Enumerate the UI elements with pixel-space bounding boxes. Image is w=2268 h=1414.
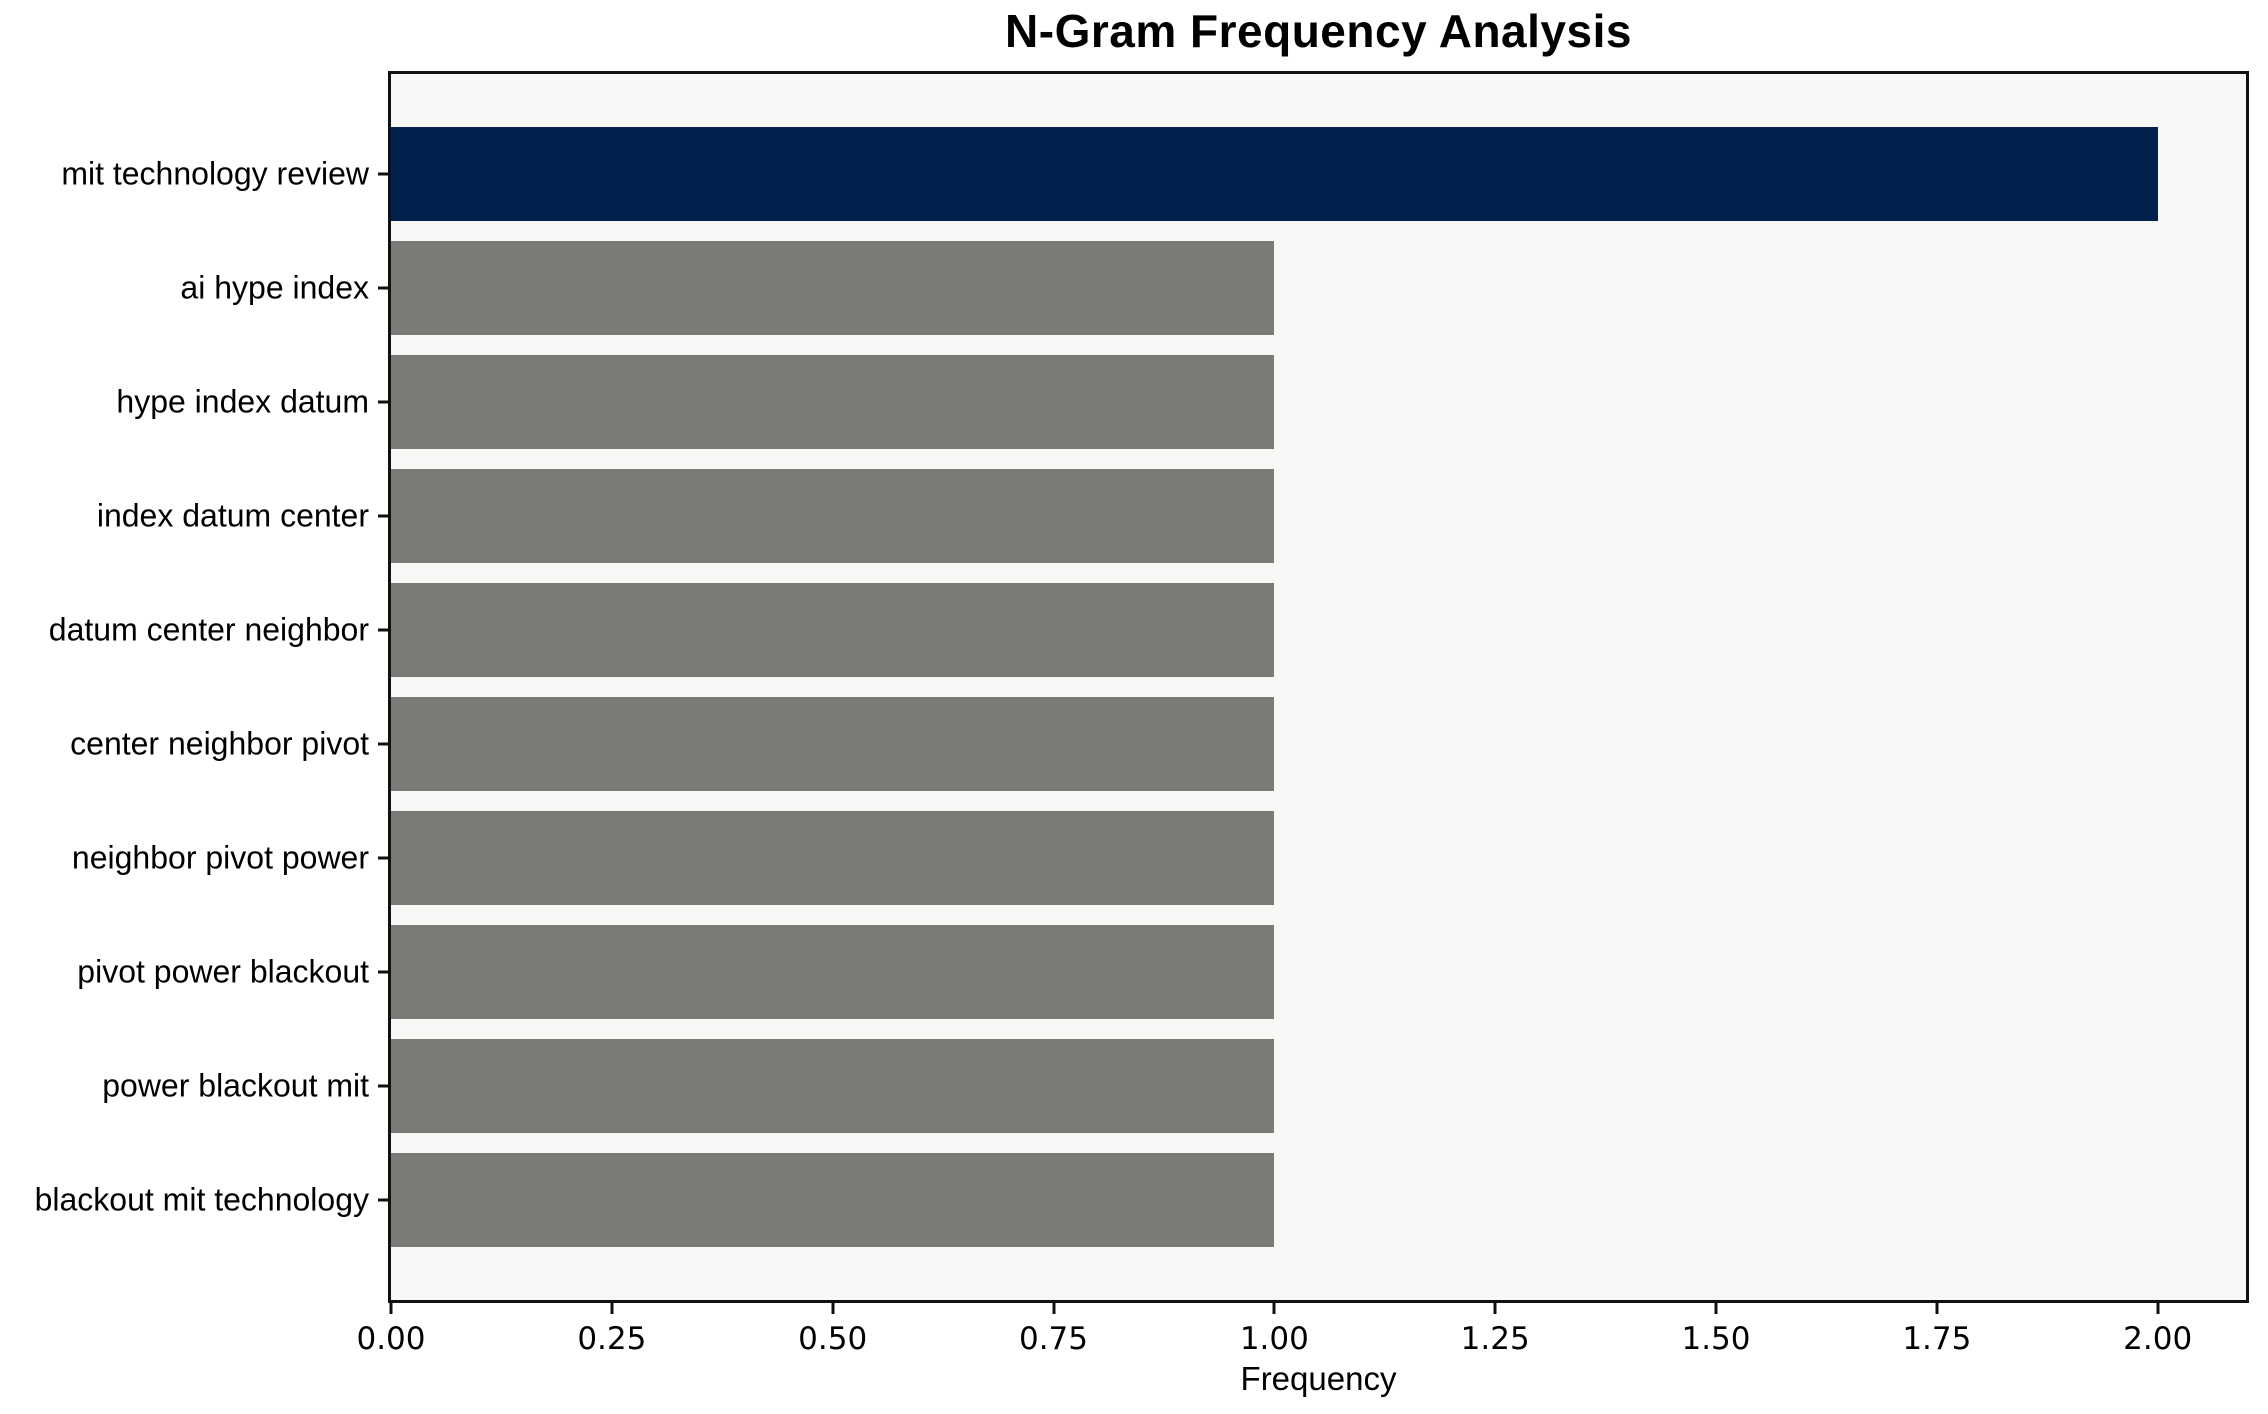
category-label: pivot power blackout — [77, 953, 369, 990]
x-tick-label: 0.50 — [798, 1321, 868, 1357]
category-label: neighbor pivot power — [71, 839, 369, 876]
y-tick-mark — [378, 628, 388, 632]
bar-row: mit technology review — [61, 117, 2246, 231]
x-tick-mark — [831, 1303, 835, 1314]
x-tick-label: 1.75 — [1902, 1321, 1972, 1357]
x-tick-mark — [610, 1303, 614, 1314]
frequency-bar — [391, 925, 1275, 1019]
category-label: hype index datum — [116, 383, 369, 420]
x-tick-label: 0.25 — [577, 1321, 647, 1357]
chart-title: N-Gram Frequency Analysis — [1005, 5, 1632, 57]
y-tick-mark — [378, 970, 388, 974]
bar-row: ai hype index — [180, 231, 2246, 345]
x-tick-label: 1.25 — [1460, 1321, 1530, 1357]
x-tick-mark — [389, 1303, 393, 1314]
y-tick-mark — [378, 514, 388, 518]
bar-row: neighbor pivot power — [72, 801, 2246, 915]
frequency-bar — [391, 241, 1275, 335]
x-tick-mark — [1935, 1303, 1939, 1314]
y-tick-mark — [378, 742, 388, 746]
category-label: mit technology review — [61, 155, 369, 192]
bar-row: center neighbor pivot — [70, 687, 2246, 801]
y-tick-mark — [378, 400, 388, 404]
x-tick-mark — [1272, 1303, 1276, 1314]
bar-row: blackout mit technology — [35, 1143, 2246, 1257]
x-axis: 0.00 0.25 0.50 0.75 1.00 1.25 1.50 1.75 2.00 — [356, 1303, 2246, 1413]
x-tick-mark — [1052, 1303, 1055, 1314]
category-label: blackout mit technology — [34, 1181, 369, 1218]
y-tick-mark — [378, 286, 388, 290]
bar-row: hype index datum — [116, 345, 2246, 459]
y-tick-mark — [378, 1198, 388, 1202]
category-label: datum center neighbor — [48, 611, 369, 648]
bar-row: datum center neighbor — [49, 573, 2246, 687]
frequency-bar — [391, 1153, 1275, 1247]
bar-row: index datum center — [97, 459, 2246, 573]
x-tick-mark — [1714, 1303, 1718, 1314]
bar-bands: mit technology review ai hype index hype i… — [35, 117, 2246, 1257]
y-tick-mark — [378, 1084, 388, 1088]
x-axis-label: Frequency — [1240, 1360, 1397, 1397]
category-label: center neighbor pivot — [70, 725, 369, 762]
y-tick-mark — [378, 856, 388, 860]
x-tick-label: 1.00 — [1239, 1321, 1309, 1357]
frequency-bar — [391, 583, 1275, 677]
y-tick-mark — [378, 172, 388, 176]
category-label: power blackout mit — [102, 1067, 369, 1104]
x-tick-mark — [1493, 1303, 1497, 1314]
category-label: index datum center — [96, 497, 369, 534]
frequency-bar — [391, 697, 1275, 791]
frequency-bar — [391, 469, 1275, 563]
category-label: ai hype index — [180, 269, 369, 306]
x-tick-label: 0.00 — [356, 1321, 426, 1357]
plot-area: mit technology review ai hype index hype i… — [35, 71, 2249, 1303]
x-tick-mark — [2156, 1303, 2160, 1314]
x-tick-label: 1.50 — [1681, 1321, 1751, 1357]
frequency-bar — [391, 1039, 1275, 1133]
frequency-bar — [391, 355, 1275, 449]
frequency-bar — [391, 811, 1275, 905]
frequency-bar — [391, 127, 2158, 221]
bar-row: power blackout mit — [102, 1029, 2246, 1143]
x-tick-label: 0.75 — [1018, 1321, 1089, 1357]
bar-row: pivot power blackout — [77, 915, 2246, 1029]
x-tick-label: 2.00 — [2123, 1321, 2193, 1357]
